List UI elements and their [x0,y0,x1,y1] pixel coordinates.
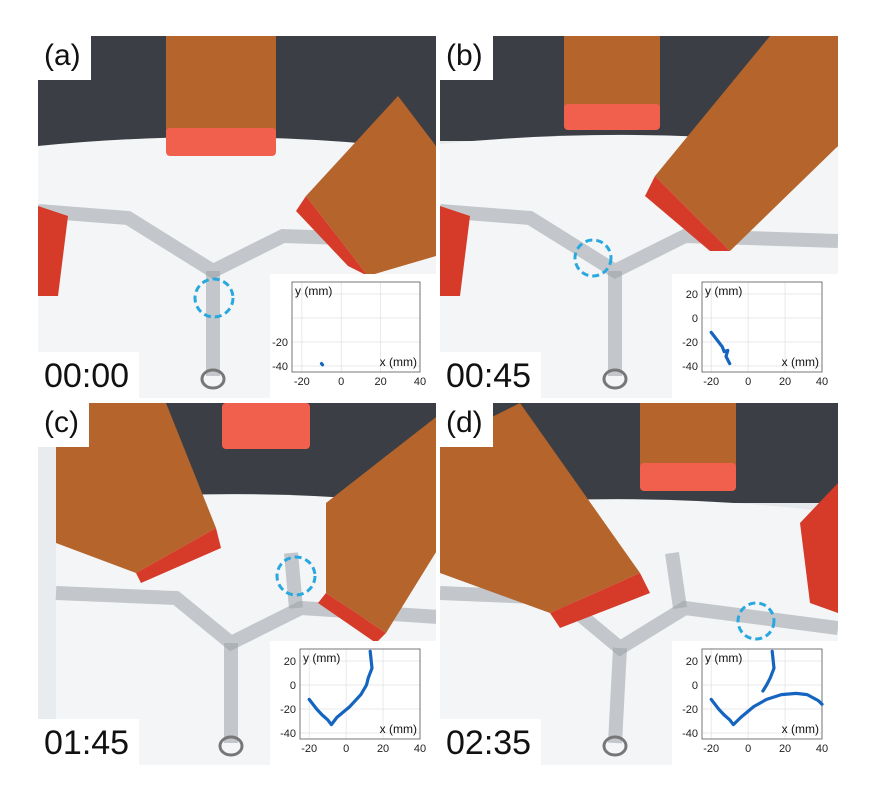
y-tick-label: -20 [682,704,698,716]
y-tick-label: -20 [682,337,698,349]
x-tick-label: -20 [703,743,719,755]
panel-d: (d) 02:35 -20 0 20 40 20 0 -20 -40 y (mm) x (mm) [440,403,838,765]
trajectory-plot: -20 0 20 40 20 0 -20 -40 y (mm) x (mm) [672,641,838,765]
timestamp: 01:45 [38,719,140,765]
x-tick-label: 0 [745,743,751,755]
y-tick-label: 0 [692,680,698,692]
marker-circle [736,601,776,641]
y-axis-label: y (mm) [705,651,742,665]
trajectory-plot: -20 0 20 40 20 0 -20 -40 y (mm) x (mm) [270,641,436,765]
panel-a: (a) 00:00 -20 0 20 40 -40 -20 y (mm) x (mm) [38,36,436,398]
x-tick-label: 0 [745,376,751,388]
panel-b: (b) 00:45 -20 0 20 40 20 0 -20 -40 y (mm) x (mm) [440,36,838,398]
y-tick-label: 20 [686,656,698,668]
y-axis-label: y (mm) [705,284,742,298]
trajectory-chart: -20 0 20 40 -40 -20 y (mm) x (mm) [272,281,426,388]
y-tick-label: -40 [682,728,698,740]
panel-letter: (c) [38,403,89,447]
y-tick-label: 20 [686,289,698,301]
y-tick-label: -20 [280,704,296,716]
y-tick-label: -40 [272,361,288,373]
x-tick-label: -20 [301,743,317,755]
panel-c: (c) 01:45 -20 0 20 40 20 0 -20 -40 y (mm) x (mm) [38,403,436,765]
trajectory-chart: -20 0 20 40 20 0 -20 -40 y (mm) x (mm) [682,648,828,755]
marker-circle [275,555,317,597]
y-axis-label: y (mm) [295,284,332,298]
x-tick-label: 0 [338,376,344,388]
plot-frame [701,281,823,373]
x-tick-label: -20 [294,376,310,388]
x-tick-label: 40 [816,743,828,755]
trajectory-series-1 [761,649,776,693]
y-tick-label: 0 [290,680,296,692]
x-tick-label: -20 [703,376,719,388]
x-tick-label: 20 [374,376,386,388]
y-tick-label: -40 [280,728,296,740]
x-axis-label: x (mm) [782,355,819,369]
marker-circle [573,238,613,278]
panel-letter: (d) [440,403,493,447]
trajectory-series-0 [709,330,732,366]
timestamp: 02:35 [440,719,542,765]
panel-letter: (a) [38,36,91,80]
trajectory-chart: -20 0 20 40 20 0 -20 -40 y (mm) x (mm) [280,648,426,755]
x-axis-label: x (mm) [380,722,417,736]
x-tick-label: 20 [779,743,791,755]
y-tick-label: -40 [682,361,698,373]
scene-photo [38,36,436,398]
trajectory-series-0 [709,691,824,727]
x-tick-label: 40 [414,376,426,388]
trajectory-series-0 [307,649,374,727]
marker-circle [193,277,235,319]
x-axis-label: x (mm) [782,722,819,736]
scene-photo [55,403,436,765]
panel-letter: (b) [440,36,493,80]
x-tick-label: 40 [414,743,426,755]
x-tick-label: 20 [779,376,791,388]
scene-photo [440,403,838,765]
y-tick-label: -20 [272,337,288,349]
timestamp: 00:00 [38,352,140,398]
trajectory-series-0 [319,361,325,367]
x-tick-label: 20 [377,743,389,755]
timestamp: 00:45 [440,352,542,398]
y-tick-label: 20 [284,656,296,668]
plot-frame [701,648,823,740]
trajectory-plot: -20 0 20 40 -40 -20 y (mm) x (mm) [270,274,436,398]
plot-frame [291,281,421,373]
y-axis-label: y (mm) [303,651,340,665]
plot-frame [299,648,421,740]
trajectory-plot: -20 0 20 40 20 0 -20 -40 y (mm) x (mm) [672,274,838,398]
y-tick-label: 0 [692,313,698,325]
x-tick-label: 0 [343,743,349,755]
x-axis-label: x (mm) [380,355,417,369]
x-tick-label: 40 [816,376,828,388]
trajectory-chart: -20 0 20 40 20 0 -20 -40 y (mm) x (mm) [682,281,828,388]
